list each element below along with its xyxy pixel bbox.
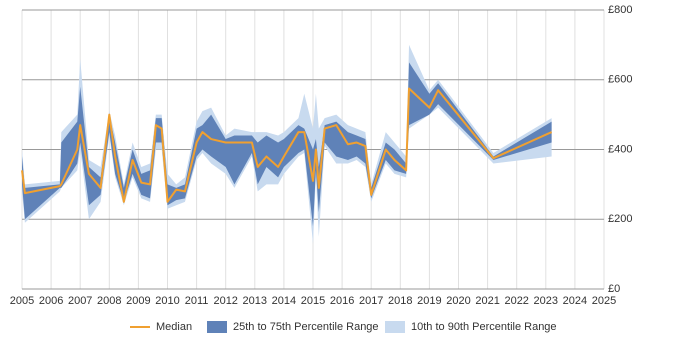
y-tick-label: £200 (608, 213, 632, 225)
median-line (21, 87, 553, 203)
legend-swatch (207, 321, 227, 333)
x-tick-label: 2016 (330, 295, 354, 307)
x-tick-label: 2013 (243, 295, 267, 307)
x-tick-label: 2012 (213, 295, 237, 307)
legend-label: 10th to 90th Percentile Range (411, 321, 557, 333)
x-tick-label: 2022 (504, 295, 528, 307)
x-tick-label: 2017 (359, 295, 383, 307)
x-tick-label: 2014 (272, 295, 296, 307)
x-tick-label: 2011 (185, 295, 209, 307)
x-tick-label: 2008 (97, 295, 121, 307)
x-tick-label: 2010 (155, 295, 179, 307)
x-tick-label: 2009 (126, 295, 150, 307)
x-tick-label: 2025 (592, 295, 616, 307)
legend-label: Median (156, 321, 192, 333)
x-tick-label: 2018 (388, 295, 412, 307)
x-tick-label: 2007 (68, 295, 92, 307)
y-tick-label: £800 (608, 4, 632, 16)
y-tick-label: £0 (608, 283, 620, 295)
percentile-band (22, 62, 552, 227)
x-tick-label: 2015 (301, 295, 325, 307)
x-tick-label: 2005 (10, 295, 34, 307)
y-tick-label: £600 (608, 74, 632, 86)
x-tick-label: 2023 (534, 295, 558, 307)
legend-swatch (385, 321, 405, 333)
x-tick-label: 2024 (563, 295, 587, 307)
x-tick-label: 2020 (446, 295, 470, 307)
y-tick-label: £400 (608, 143, 632, 155)
x-tick-label: 2006 (39, 295, 63, 307)
legend-label: 25th to 75th Percentile Range (233, 321, 379, 333)
x-tick-label: 2019 (417, 295, 441, 307)
x-tick-label: 2021 (475, 295, 499, 307)
